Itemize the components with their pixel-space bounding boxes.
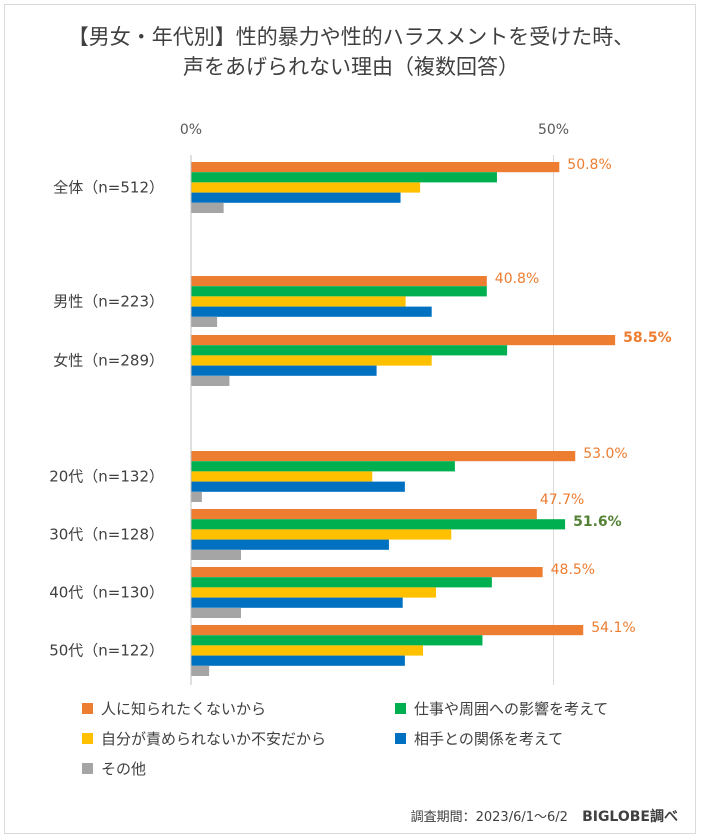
- data-label: 40.8%: [495, 271, 539, 287]
- data-label: 53.0%: [583, 446, 627, 462]
- bar-4-3: [191, 539, 389, 550]
- legend: 人に知られたくないから 仕事や周囲への影響を考えて 自分が責められないか不安だか…: [82, 698, 682, 788]
- legend-label: 相手との関係を考えて: [414, 730, 564, 748]
- category-label: 50代（n=122）: [49, 642, 164, 660]
- survey-period: 調査期間：2023/6/1～6/2: [410, 810, 568, 825]
- category-label: 30代（n=128）: [49, 526, 164, 544]
- bar-2-3: [191, 365, 377, 376]
- survey-note: 調査期間：2023/6/1～6/2 BIGLOBE調べ: [411, 806, 678, 826]
- legend-label: 仕事や周囲への影響を考えて: [414, 700, 609, 718]
- bar-1-4: [191, 316, 218, 327]
- bar-0-1: [191, 172, 497, 183]
- category-label: 女性（n=289）: [53, 352, 164, 370]
- bar-0-0: [191, 162, 560, 173]
- bar-2-1: [191, 345, 508, 356]
- bar-3-3: [191, 481, 405, 492]
- legend-swatch: [82, 703, 93, 714]
- bar-2-4: [191, 375, 230, 386]
- bar-6-0: [191, 625, 584, 636]
- bar-chart: 0% 50% 全体（n=512） 男性（n=223） 女性（n=289） 20代（n=13…: [49, 122, 672, 685]
- title-line-1: 【男女・年代別】性的暴力や性的ハラスメントを受けた時、: [67, 25, 635, 49]
- legend-swatch: [82, 733, 93, 744]
- bar-2-0: [191, 335, 616, 346]
- bar-6-4: [191, 665, 210, 676]
- bar-0-4: [191, 202, 224, 213]
- bar-4-1: [191, 519, 566, 530]
- bar-6-3: [191, 655, 405, 666]
- axis-tick-label: 0%: [180, 122, 202, 138]
- legend-item-other: その他: [82, 758, 146, 779]
- data-label: 58.5%: [623, 330, 672, 346]
- bar-1-1: [191, 286, 487, 297]
- title-line-2: 声をあげられない理由（複数回答）: [183, 55, 519, 79]
- chart-title: 【男女・年代別】性的暴力や性的ハラスメントを受けた時、 声をあげられない理由（複…: [0, 22, 702, 82]
- source-brand: BIGLOBE調べ: [582, 809, 678, 825]
- legend-swatch: [82, 763, 93, 774]
- bar-6-2: [191, 645, 423, 656]
- legend-item-relation: 相手との関係を考えて: [395, 728, 563, 749]
- chart-frame: [4, 4, 696, 834]
- category-label: 40代（n=130）: [49, 584, 164, 602]
- bar-1-3: [191, 306, 432, 317]
- legend-label: 自分が責められないか不安だから: [101, 730, 327, 748]
- legend-label: 人に知られたくないから: [101, 700, 267, 718]
- category-label: 20代（n=132）: [49, 468, 164, 486]
- legend-item-work: 仕事や周囲への影響を考えて: [395, 698, 608, 719]
- category-label: 男性（n=223）: [53, 293, 164, 311]
- bar-0-2: [191, 182, 421, 193]
- data-label: 51.6%: [573, 514, 622, 530]
- bar-5-1: [191, 577, 492, 588]
- bar-3-0: [191, 451, 576, 462]
- data-label: 48.5%: [551, 562, 595, 578]
- bar-0-3: [191, 192, 401, 203]
- legend-item-blame: 自分が責められないか不安だから: [82, 728, 326, 749]
- bar-3-2: [191, 471, 373, 482]
- bar-5-3: [191, 597, 403, 608]
- bar-5-2: [191, 587, 437, 598]
- bar-4-4: [191, 549, 242, 560]
- bar-1-2: [191, 296, 406, 307]
- bar-1-0: [191, 276, 487, 287]
- data-label: 47.7%: [540, 492, 584, 508]
- bar-4-0: [191, 509, 537, 520]
- bar-6-1: [191, 635, 483, 646]
- bar-5-4: [191, 607, 242, 618]
- category-label: 全体（n=512）: [53, 179, 164, 197]
- bar-2-2: [191, 355, 432, 366]
- bar-4-2: [191, 529, 452, 540]
- bar-3-4: [191, 491, 202, 502]
- data-label: 50.8%: [567, 157, 611, 173]
- bar-5-0: [191, 567, 543, 578]
- legend-swatch: [395, 703, 406, 714]
- bar-3-1: [191, 461, 455, 472]
- axis-tick-label: 50%: [538, 122, 569, 138]
- data-label: 54.1%: [591, 620, 635, 636]
- legend-label: その他: [101, 760, 147, 778]
- legend-swatch: [395, 733, 406, 744]
- legend-item-hide: 人に知られたくないから: [82, 698, 266, 719]
